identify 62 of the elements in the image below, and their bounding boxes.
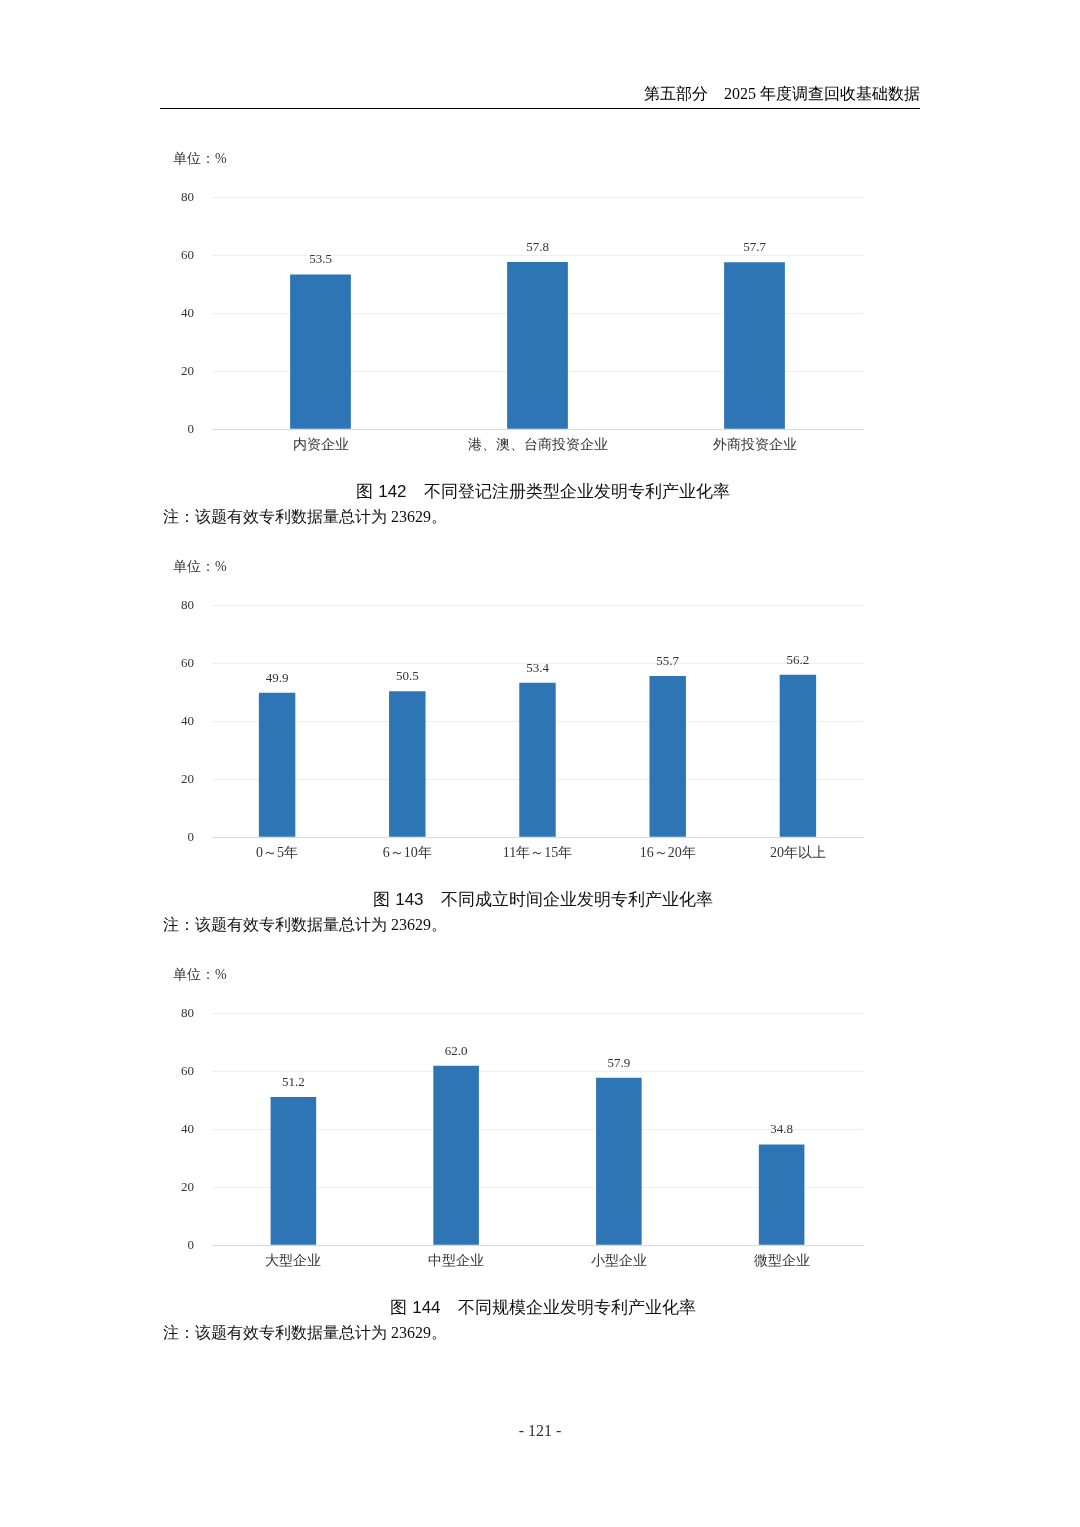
x-tick-label: 微型企业 (753, 1253, 810, 1269)
text: 第五部分 2025 年度调查回收基础数据 (160, 84, 920, 109)
x-tick-label: 外商投资企业 (712, 437, 797, 453)
bar (258, 692, 296, 837)
text: 图 142 不同登记注册类型企业发明专利产业化率 (355, 481, 731, 503)
data-label: 57.9 (607, 1054, 631, 1070)
x-tick-label: 16～20年 (639, 845, 696, 861)
y-tick-label: 40 (181, 712, 194, 728)
x-tick-label: 港、澳、台商投资企业 (467, 437, 608, 453)
bar (724, 262, 785, 429)
bar (649, 676, 686, 837)
data-label: 57.7 (743, 239, 767, 255)
bar (270, 1097, 317, 1245)
text: 注：该题有效专利数据量总计为 23629。 (163, 507, 448, 527)
y-tick-label: 0 (187, 1236, 194, 1252)
x-tick-label: 0～5年 (256, 845, 299, 861)
bar (433, 1065, 479, 1245)
y-tick-label: 20 (181, 362, 194, 378)
y-tick-label: 60 (181, 655, 194, 671)
bar (290, 274, 351, 429)
x-tick-label: 6～10年 (382, 845, 432, 861)
text: - 121 - (517, 1422, 563, 1440)
y-tick-label: 40 (181, 304, 194, 320)
data-label: 53.5 (309, 251, 332, 267)
data-label: 56.2 (786, 651, 810, 667)
bar (519, 682, 556, 837)
y-tick-label: 0 (187, 420, 194, 436)
data-label: 62.0 (444, 1042, 468, 1058)
y-tick-label: 80 (181, 1005, 194, 1021)
data-label: 49.9 (265, 669, 289, 685)
data-label: 57.8 (526, 238, 549, 254)
data-label: 53.4 (526, 659, 550, 675)
y-axis-title: 单位：% (173, 966, 228, 984)
bar (758, 1144, 805, 1245)
y-tick-label: 80 (181, 597, 194, 613)
x-tick-label: 中型企业 (428, 1253, 485, 1269)
text: 注：该题有效专利数据量总计为 23629。 (163, 1323, 448, 1343)
x-tick-label: 11年～15年 (502, 845, 573, 861)
x-tick-label: 内资企业 (292, 437, 349, 453)
y-tick-label: 40 (181, 1120, 194, 1136)
x-tick-label: 小型企业 (590, 1253, 647, 1269)
y-tick-label: 20 (181, 770, 194, 786)
bar (389, 691, 426, 837)
y-tick-label: 60 (181, 1063, 194, 1079)
data-label: 51.2 (282, 1074, 305, 1090)
y-tick-label: 60 (181, 247, 194, 263)
x-tick-label: 大型企业 (265, 1253, 322, 1269)
y-tick-label: 80 (181, 189, 194, 205)
x-tick-label: 20年以上 (769, 845, 826, 861)
data-label: 34.8 (770, 1121, 793, 1137)
text: 图 144 不同规模企业发明专利产业化率 (389, 1297, 697, 1319)
bar (596, 1077, 642, 1245)
text: 图 143 不同成立时间企业发明专利产业化率 (372, 889, 714, 911)
y-axis-title: 单位：% (173, 558, 228, 576)
y-tick-label: 0 (187, 828, 194, 844)
data-label: 55.7 (656, 653, 680, 669)
text: 注：该题有效专利数据量总计为 23629。 (163, 915, 448, 935)
y-tick-label: 20 (181, 1178, 194, 1194)
data-label: 50.5 (395, 668, 419, 684)
bar (779, 674, 817, 837)
y-axis-title: 单位：% (173, 150, 228, 168)
bar (507, 262, 568, 429)
